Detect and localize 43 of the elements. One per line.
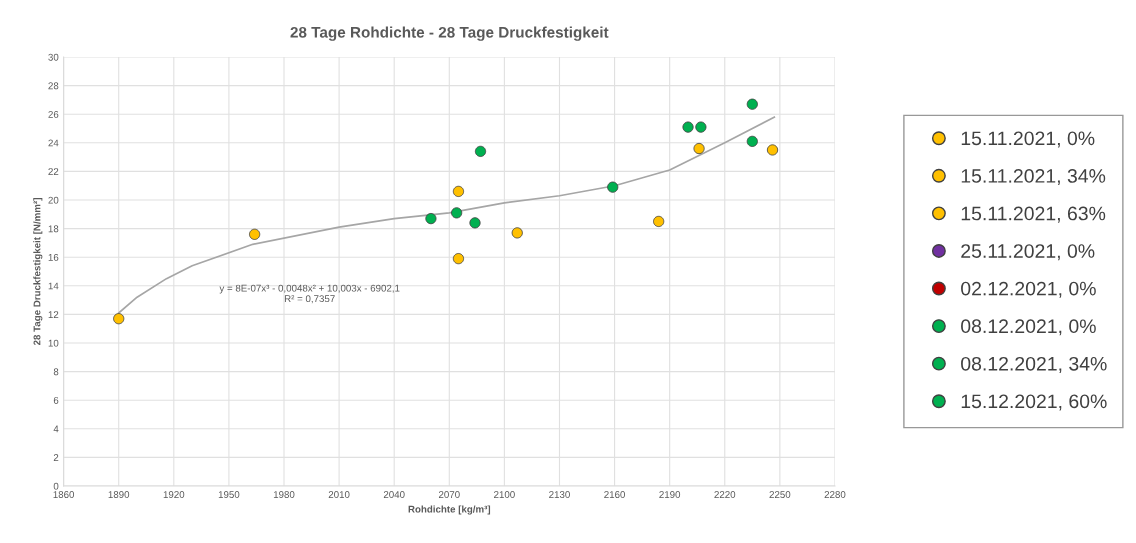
x-tick-label: 2130 [549,491,570,498]
y-tick-label: 30 [48,53,59,61]
x-tick-label: 1980 [273,491,295,498]
y-tick-label: 20 [48,196,59,204]
x-tick-label: 2160 [604,491,626,498]
legend-label: 08.12.2021, 0% [961,319,1096,336]
x-tick-label: 2040 [383,491,405,498]
legend-label: 02.12.2021, 0% [961,281,1096,298]
y-tick-label: 26 [48,110,59,118]
legend-label: 15.11.2021, 0% [961,131,1095,148]
y-tick-label: 16 [48,253,59,261]
y-tick-label: 22 [48,168,59,175]
y-tick-label: 18 [48,225,59,233]
legend-label: 15.12.2021, 60% [961,394,1107,411]
y-tick-label: 10 [48,339,59,347]
x-tick-label: 1950 [218,491,240,498]
x-axis-title: Rohdichte [kg/m³] [408,505,491,515]
x-tick-label: 2280 [824,491,846,498]
y-tick-label: 14 [48,282,59,290]
x-tick-label: 2070 [438,491,460,498]
y-tick-label: 24 [48,139,59,147]
legend-label: 15.11.2021, 63% [961,206,1106,223]
y-tick-label: 4 [53,425,59,433]
y-tick-label: 0 [53,482,59,490]
x-tick-label: 2220 [714,491,736,498]
annotation: y = 8E-07x³ - 0,0048x² + 10,003x - 6902,1 R² = 0,7357 [219,284,400,304]
y-tick-label: 2 [53,454,59,461]
x-tick-label: 2100 [494,491,515,498]
x-tick-label: 1890 [108,491,130,498]
y-tick-label: 6 [53,396,59,404]
chart-title: 28 Tage Rohdichte - 28 Tage Druckfestigkeit [290,26,609,41]
x-tick-label: 2250 [769,491,791,498]
x-tick-label: 2190 [659,491,681,498]
y-axis-title: 28 Tage Druckfestigkeit [N/mm²] [33,198,43,346]
legend-label: 15.11.2021, 34% [961,169,1106,186]
x-tick-label: 1920 [163,491,185,498]
legend-label: 25.11.2021, 0% [961,244,1095,261]
x-tick-label: 1860 [53,491,75,498]
x-tick-label: 2010 [328,491,350,498]
y-tick-label: 8 [53,368,59,376]
y-tick-label: 12 [48,311,59,318]
legend-label: 08.12.2021, 34% [961,356,1107,373]
y-tick-label: 28 [48,82,59,90]
